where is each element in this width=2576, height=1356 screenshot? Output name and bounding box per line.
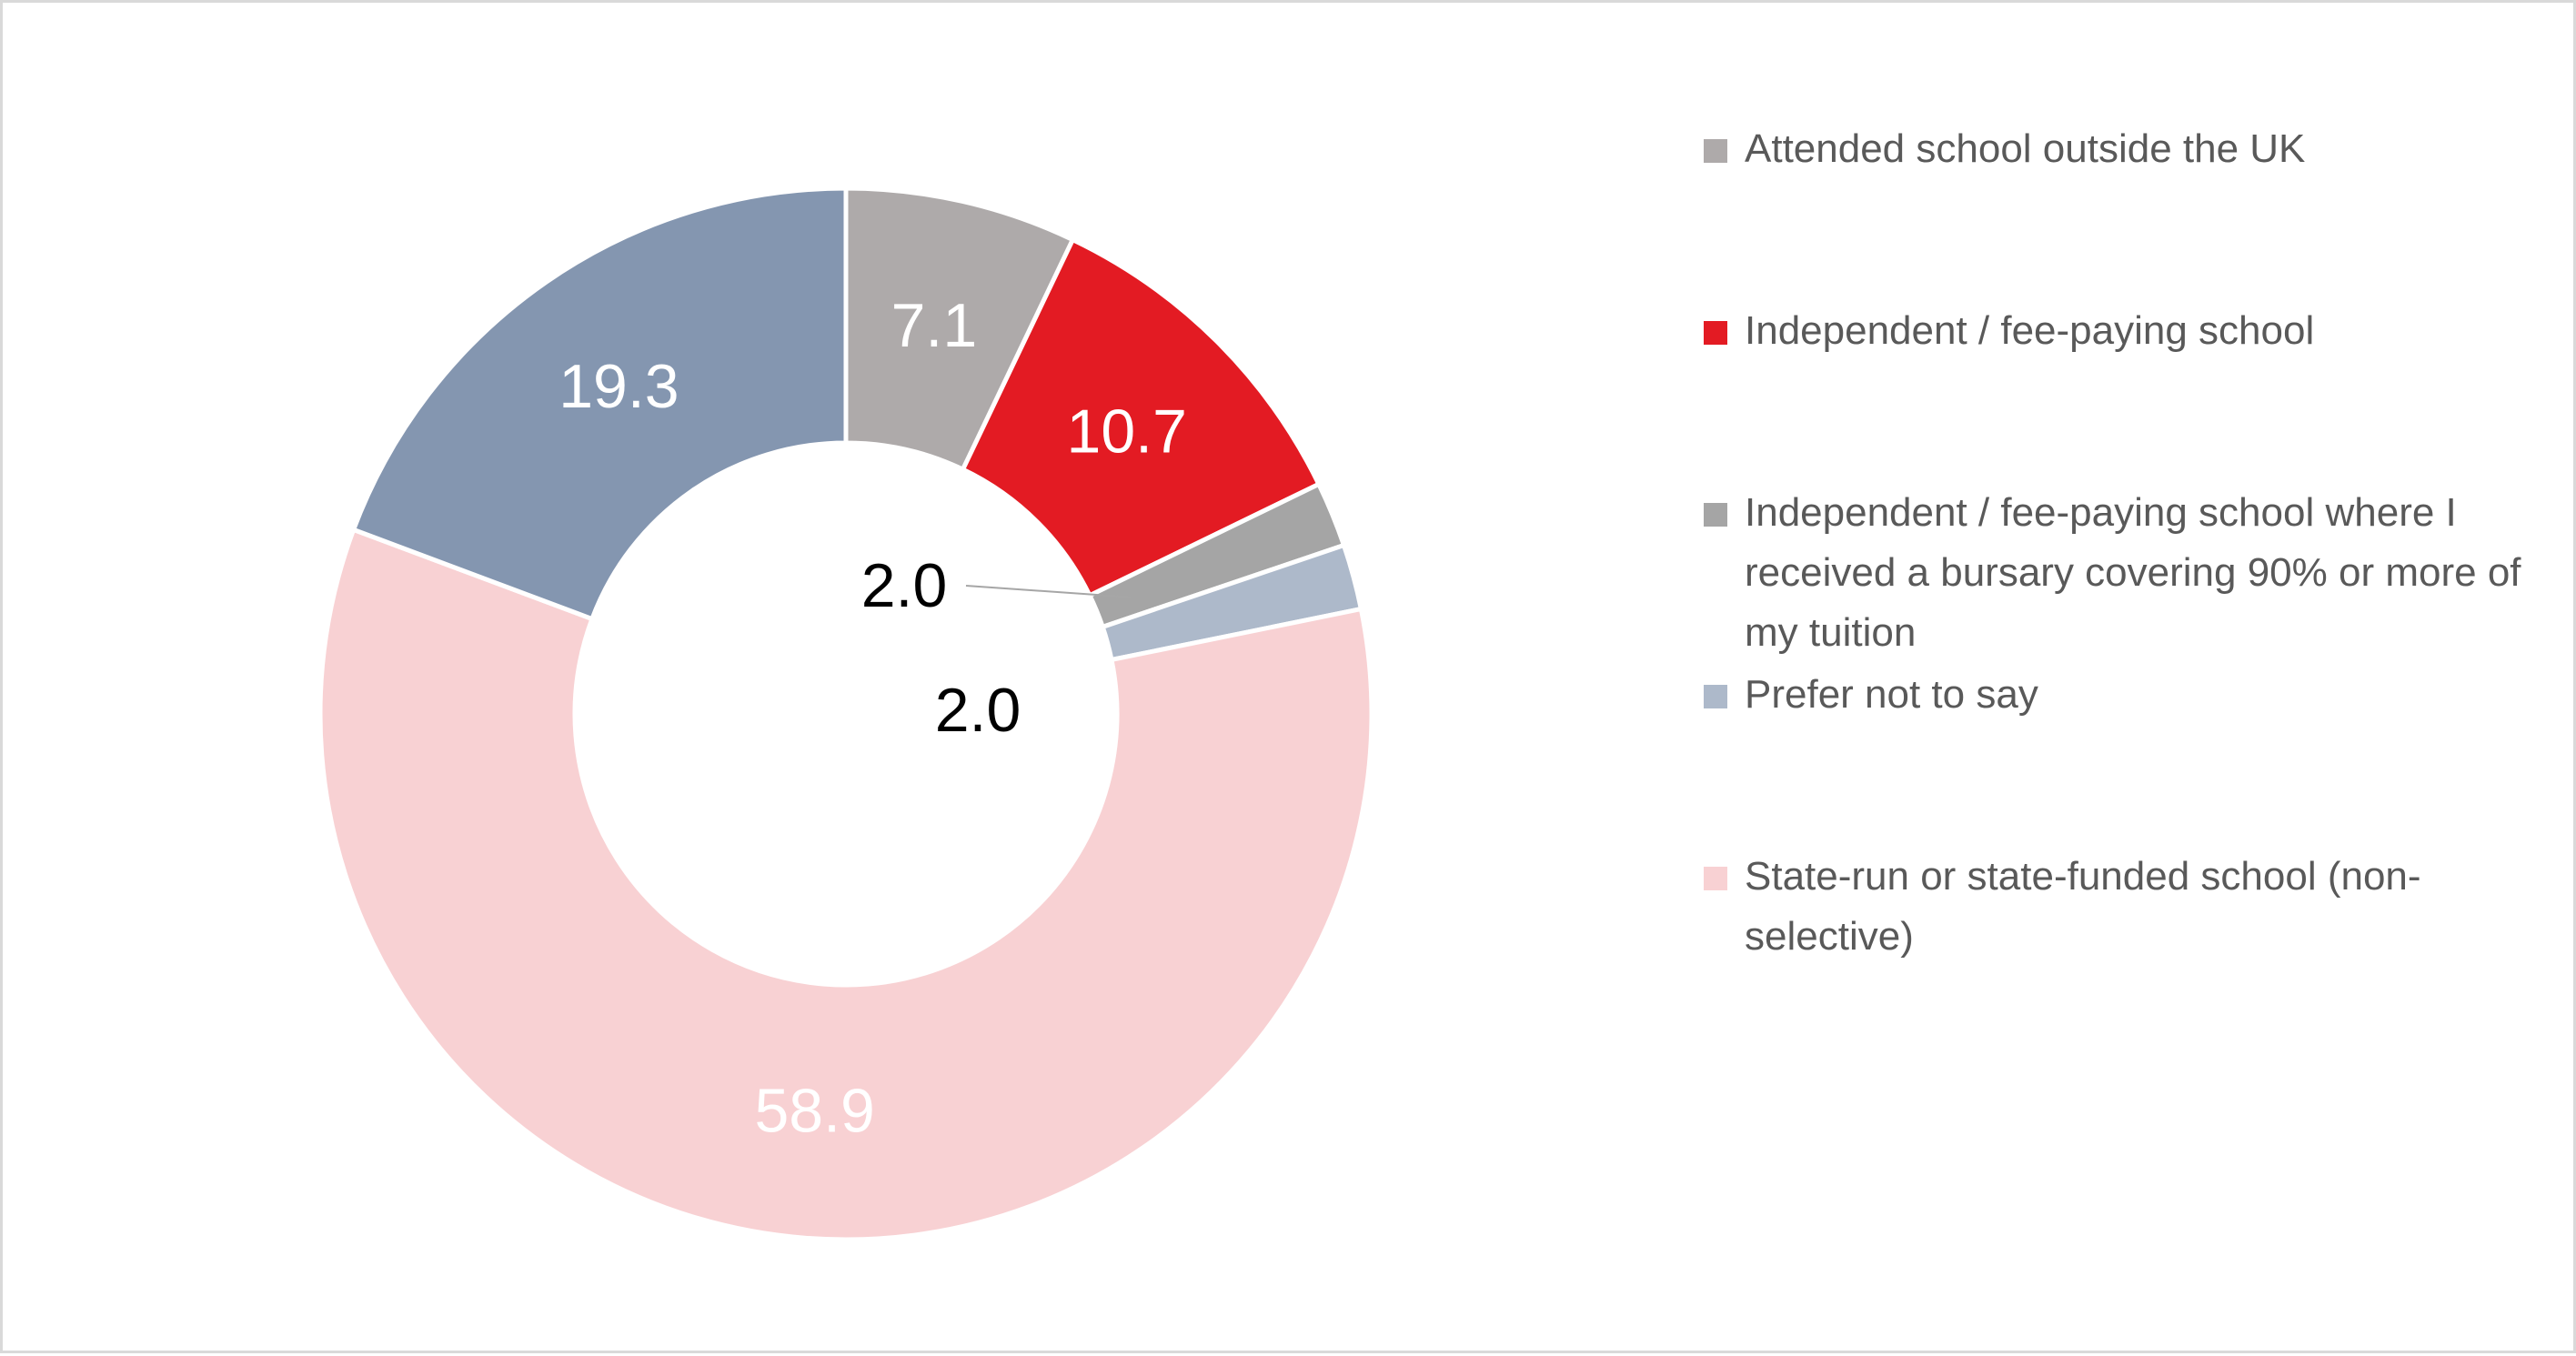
donut-chart: 7.1 10.7 2.0 2.0 58.9 19.3 xyxy=(317,186,1374,1242)
legend-swatch xyxy=(1704,321,1727,345)
donut-slice-2 xyxy=(960,236,1323,599)
donut-slice-6 xyxy=(350,186,849,622)
leader-lines xyxy=(965,585,1131,598)
legend-swatch xyxy=(1704,685,1727,708)
data-label-4: 2.0 xyxy=(935,676,1021,745)
legend-item-outside-uk: Attended school outside the UK xyxy=(1704,119,2559,179)
legend-label: Attended school outside the UK xyxy=(1745,126,2306,171)
legend-item-state-school: State-run or state-funded school (non-se… xyxy=(1704,847,2559,967)
legend-item-independent-bursary: Independent / fee-paying school where I … xyxy=(1704,483,2559,663)
legend-item-independent: Independent / fee-paying school xyxy=(1704,301,2559,361)
legend-swatch xyxy=(1704,867,1727,890)
leader-line-3 xyxy=(965,585,1131,598)
legend-swatch xyxy=(1704,503,1727,527)
legend-item-prefer-not-to-say: Prefer not to say xyxy=(1704,665,2559,725)
legend-label: Independent / fee-paying school xyxy=(1745,308,2315,353)
legend-label: Prefer not to say xyxy=(1745,672,2038,717)
legend-swatch xyxy=(1704,139,1727,163)
data-labels: 7.1 10.7 2.0 2.0 58.9 19.3 xyxy=(558,291,1187,1146)
data-label-6: 19.3 xyxy=(558,352,679,421)
data-label-5: 58.9 xyxy=(754,1077,874,1146)
data-label-1: 7.1 xyxy=(891,291,978,360)
data-label-3: 2.0 xyxy=(861,551,948,620)
donut-slice-5 xyxy=(317,527,1374,1242)
data-label-2: 10.7 xyxy=(1067,397,1187,466)
legend-label: Independent / fee-paying school where I … xyxy=(1745,490,2521,655)
donut-slices xyxy=(317,186,1374,1242)
legend-label: State-run or state-funded school (non-se… xyxy=(1745,854,2421,959)
